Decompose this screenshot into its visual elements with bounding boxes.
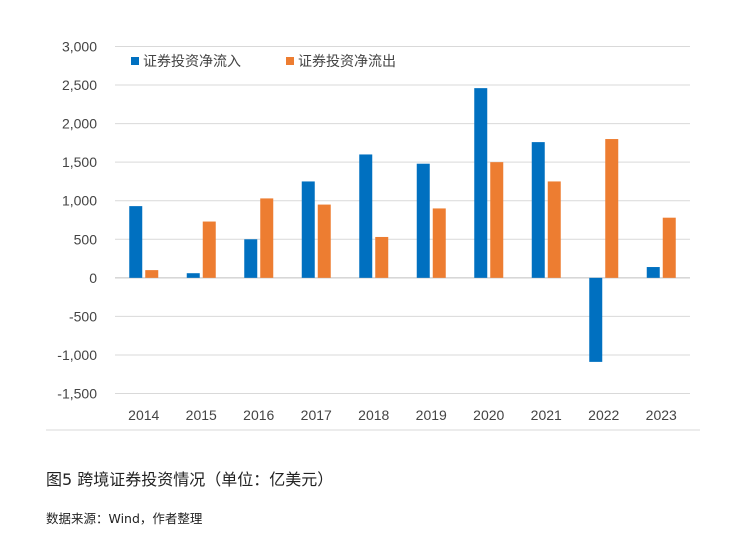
legend: 证券投资净流入 证券投资净流出 xyxy=(131,54,396,70)
figure-caption: 图5 跨境证券投资情况（单位：亿美元） xyxy=(46,470,334,489)
bars xyxy=(129,88,676,362)
bar-inflow-2019 xyxy=(416,163,430,278)
y-tick-label: 2,500 xyxy=(62,77,97,93)
bar-outflow-2022 xyxy=(605,139,619,278)
bar-outflow-2014 xyxy=(145,270,159,278)
bar-inflow-2014 xyxy=(129,206,143,278)
x-axis-ticks: 2014 2015 2016 2017 2018 2019 2020 2021 2022 2023 xyxy=(128,407,677,423)
bar-outflow-2015 xyxy=(202,221,216,278)
y-tick-label: -1,500 xyxy=(57,386,97,402)
y-tick-label: 1,500 xyxy=(62,154,97,170)
x-tick-label: 2019 xyxy=(416,407,447,423)
bar-inflow-2023 xyxy=(646,267,660,278)
bar-inflow-2021 xyxy=(531,142,545,278)
bar-outflow-2021 xyxy=(547,181,561,278)
bar-chart: 3,000 2,500 2,000 1,500 1,000 500 0 -500 -1,000 -… xyxy=(46,39,700,431)
y-tick-label: 1,000 xyxy=(62,193,97,209)
x-tick-label: 2021 xyxy=(531,407,562,423)
y-tick-label: -500 xyxy=(69,308,97,324)
gridlines xyxy=(115,46,690,394)
x-tick-label: 2018 xyxy=(358,407,389,423)
legend-swatch xyxy=(131,57,139,65)
bar-inflow-2022 xyxy=(589,277,603,362)
bar-outflow-2020 xyxy=(490,162,504,278)
data-source-note: 数据来源：Wind，作者整理 xyxy=(46,511,203,526)
y-tick-label: -1,000 xyxy=(57,347,97,363)
x-tick-label: 2022 xyxy=(588,407,619,423)
x-tick-label: 2016 xyxy=(243,407,274,423)
bar-inflow-2018 xyxy=(359,154,373,278)
bar-outflow-2023 xyxy=(662,217,676,278)
y-tick-label: 0 xyxy=(89,270,97,286)
x-tick-label: 2015 xyxy=(186,407,217,423)
bar-inflow-2015 xyxy=(186,273,200,278)
bar-outflow-2019 xyxy=(432,208,446,278)
x-tick-label: 2020 xyxy=(473,407,504,423)
bar-outflow-2018 xyxy=(375,236,389,278)
y-tick-label: 3,000 xyxy=(62,39,97,55)
x-tick-label: 2014 xyxy=(128,407,159,423)
legend-label: 证券投资净流出 xyxy=(298,54,396,70)
y-tick-label: 2,000 xyxy=(62,116,97,132)
legend-label: 证券投资净流入 xyxy=(143,54,241,70)
bar-inflow-2017 xyxy=(301,181,315,278)
bar-inflow-2020 xyxy=(474,88,488,278)
y-tick-label: 500 xyxy=(74,231,98,247)
x-tick-label: 2017 xyxy=(301,407,332,423)
x-tick-label: 2023 xyxy=(646,407,677,423)
bar-inflow-2016 xyxy=(244,239,258,278)
bar-outflow-2016 xyxy=(260,198,274,278)
bar-outflow-2017 xyxy=(317,204,331,278)
legend-swatch xyxy=(286,57,294,65)
y-axis-ticks: 3,000 2,500 2,000 1,500 1,000 500 0 -500 -1,000 -… xyxy=(57,39,97,402)
